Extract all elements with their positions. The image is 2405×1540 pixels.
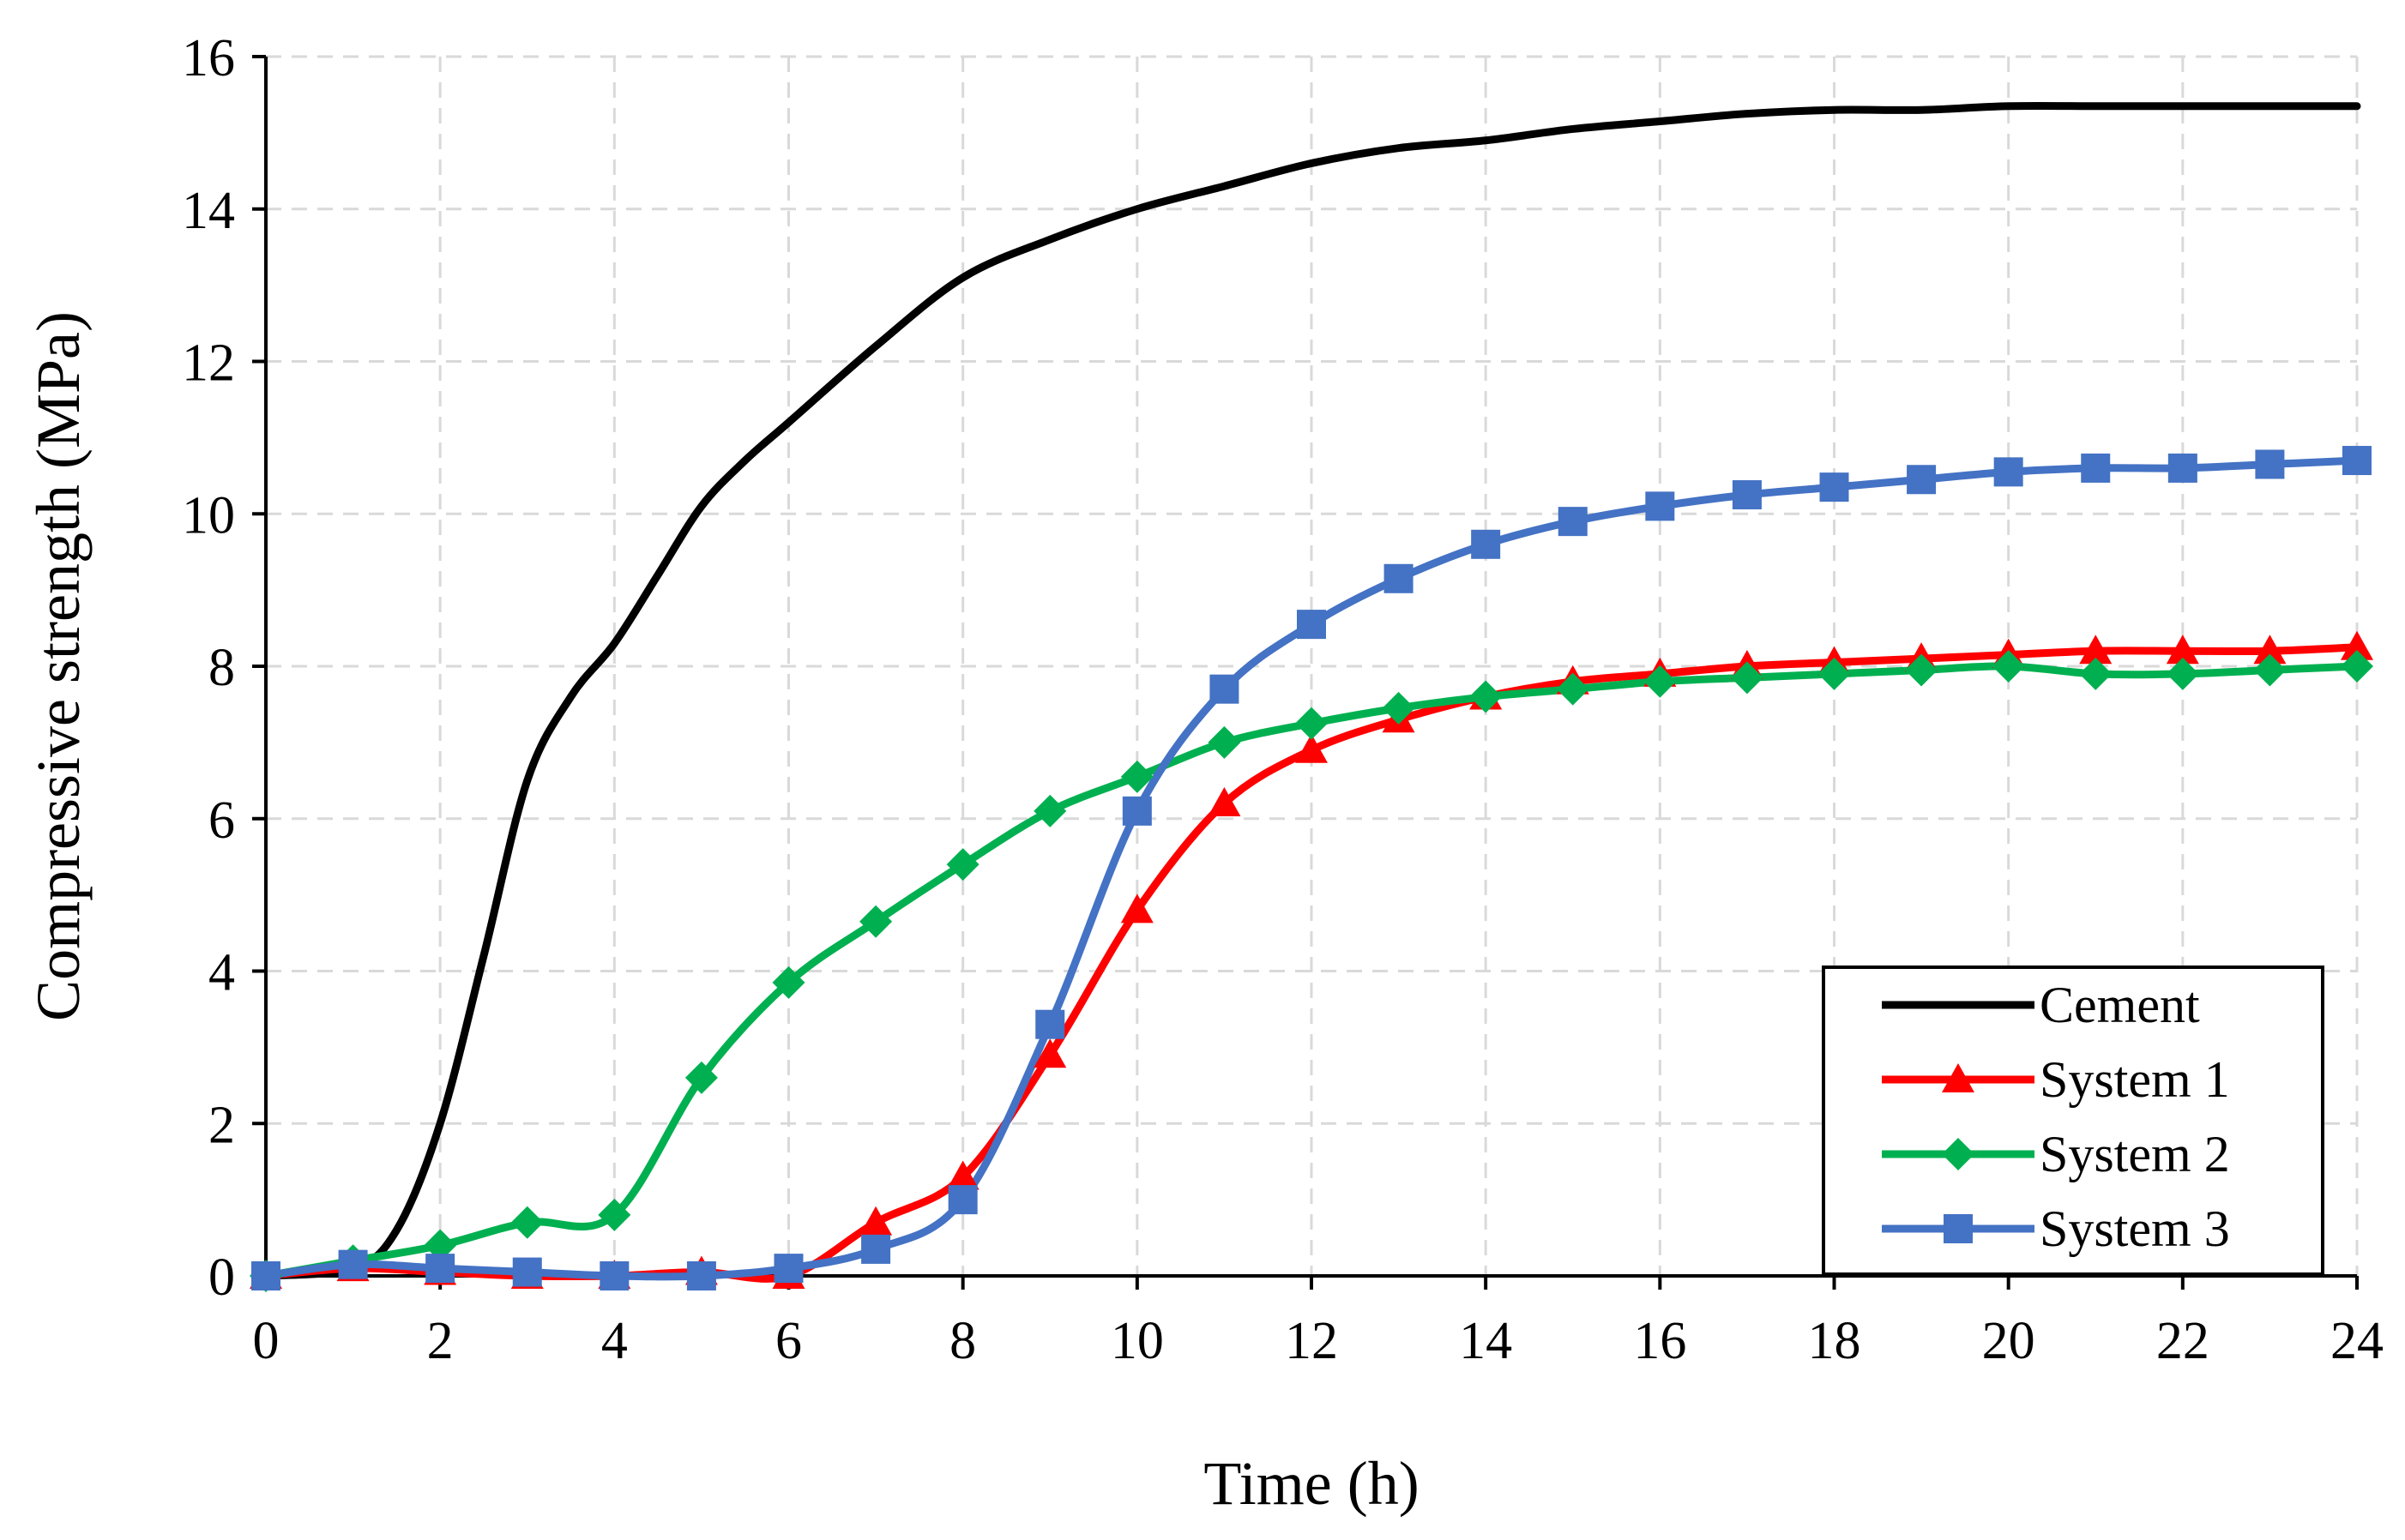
point-system-2-24: [2341, 650, 2373, 683]
legend-label-system-1: System 1: [2040, 1051, 2230, 1108]
y-tick-label-6: 6: [208, 791, 235, 850]
point-system-3-17: [1732, 480, 1762, 510]
legend-marker-system-3: [1944, 1214, 1973, 1243]
x-tick-label-20: 20: [1982, 1312, 2035, 1370]
legend: Cement System 1 System 2 System 3: [1822, 966, 2324, 1276]
point-system-3-13: [1383, 563, 1413, 593]
point-system-3-16: [1645, 491, 1675, 521]
point-system-2-18: [1817, 657, 1851, 690]
x-tick-label-6: 6: [775, 1312, 802, 1370]
legend-label-system-3: System 3: [2040, 1200, 2230, 1257]
point-system-2-7: [859, 905, 893, 938]
point-system-3-8: [948, 1185, 978, 1215]
legend-marker-system-1: [1942, 1063, 1974, 1092]
point-system-3-9: [1035, 1009, 1065, 1039]
x-tick-label-24: 24: [2330, 1312, 2384, 1370]
y-tick-label-16: 16: [182, 29, 235, 87]
point-system-3-5: [686, 1261, 716, 1290]
point-system-2-23: [2253, 653, 2287, 687]
point-system-3-21: [2081, 453, 2111, 483]
point-system-3-10: [1122, 796, 1152, 826]
x-tick-label-8: 8: [949, 1312, 976, 1370]
y-tick-label-4: 4: [208, 944, 235, 1002]
y-tick-label-10: 10: [182, 486, 235, 544]
x-tick-label-14: 14: [1459, 1312, 1512, 1370]
point-system-2-5: [684, 1061, 718, 1094]
point-system-3-18: [1819, 472, 1849, 502]
point-system-2-14: [1469, 680, 1503, 713]
x-tick-label-12: 12: [1285, 1312, 1338, 1370]
point-system-1-9: [1034, 1038, 1067, 1068]
x-tick-label-22: 22: [2156, 1312, 2209, 1370]
point-system-1-7: [859, 1206, 893, 1236]
point-system-3-12: [1297, 610, 1326, 640]
point-system-2-12: [1295, 707, 1328, 740]
y-tick-label-0: 0: [208, 1248, 235, 1307]
point-system-2-17: [1730, 661, 1763, 695]
x-axis-title: Time (h): [1203, 1449, 1419, 1518]
y-tick-label-14: 14: [182, 182, 235, 240]
point-system-3-4: [600, 1261, 630, 1290]
point-system-3-24: [2342, 446, 2372, 476]
point-system-2-9: [1034, 794, 1067, 827]
point-system-2-4: [598, 1198, 631, 1231]
x-tick-label-2: 2: [427, 1312, 454, 1370]
legend-label-cement: Cement: [2040, 977, 2200, 1033]
point-system-3-0: [251, 1261, 280, 1290]
point-system-3-19: [1907, 465, 1937, 495]
point-system-1-24: [2341, 630, 2373, 660]
legend-marker-system-2: [1942, 1138, 1974, 1170]
point-system-2-3: [510, 1206, 544, 1239]
x-tick-label-4: 4: [601, 1312, 628, 1370]
x-tick-label-0: 0: [253, 1312, 280, 1370]
legend-label-system-2: System 2: [2040, 1126, 2230, 1182]
point-system-3-6: [774, 1254, 804, 1284]
point-system-2-11: [1208, 725, 1241, 759]
point-system-3-11: [1209, 674, 1239, 704]
x-tick-label-18: 18: [1808, 1312, 1861, 1370]
data-markers: [250, 446, 2373, 1292]
point-system-3-23: [2255, 449, 2285, 479]
point-system-2-6: [772, 966, 805, 999]
point-system-2-21: [2079, 657, 2113, 690]
y-tick-label-12: 12: [182, 334, 235, 393]
series-line-cement: [262, 101, 2361, 1280]
x-tick-label-16: 16: [1633, 1312, 1686, 1370]
point-system-2-15: [1556, 672, 1589, 706]
point-system-1-8: [946, 1160, 979, 1190]
point-system-2-19: [1905, 653, 1938, 687]
point-system-2-13: [1382, 691, 1415, 725]
point-system-1-21: [2079, 635, 2113, 665]
y-axis-title: Compressive strength (MPa): [24, 311, 93, 1021]
y-tick-label-2: 2: [208, 1096, 235, 1154]
legend-box: [1822, 966, 2324, 1276]
point-system-2-2: [424, 1229, 457, 1262]
point-system-1-12: [1295, 733, 1328, 763]
point-system-1-23: [2253, 635, 2287, 665]
y-tick-label-8: 8: [208, 639, 235, 697]
point-system-3-20: [1993, 457, 2023, 487]
point-system-1-10: [1120, 893, 1154, 923]
point-system-1-22: [2166, 635, 2199, 665]
point-system-2-20: [1992, 650, 2025, 683]
point-system-3-1: [338, 1249, 368, 1279]
point-system-2-8: [946, 848, 979, 881]
point-system-3-22: [2167, 453, 2197, 483]
x-tick-label-10: 10: [1111, 1312, 1164, 1370]
point-system-3-15: [1558, 507, 1588, 537]
point-system-3-14: [1471, 529, 1501, 559]
point-system-2-22: [2166, 657, 2199, 690]
point-system-1-11: [1208, 786, 1241, 816]
point-system-3-3: [512, 1257, 542, 1287]
point-system-3-7: [861, 1234, 891, 1264]
point-system-2-16: [1643, 665, 1677, 698]
point-system-2-10: [1120, 760, 1154, 793]
point-system-3-2: [425, 1254, 455, 1284]
